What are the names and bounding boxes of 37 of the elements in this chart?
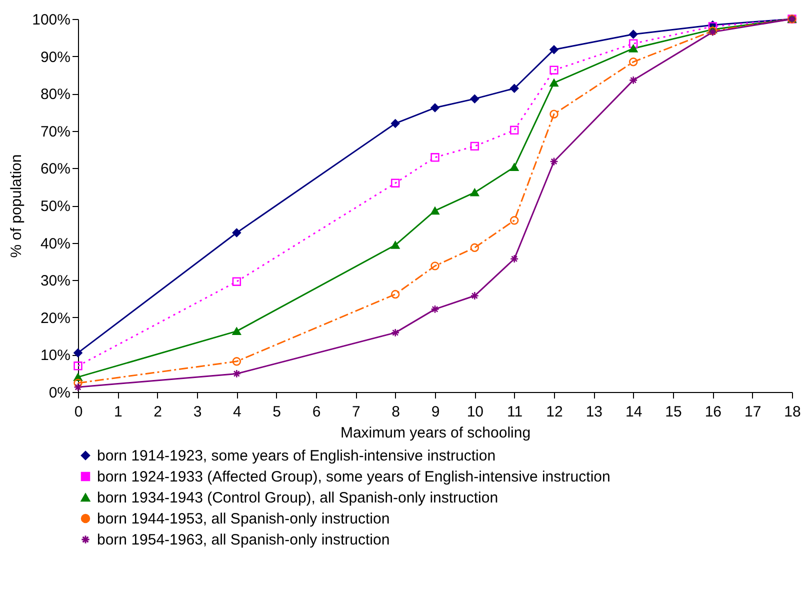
x-tick-label: 13 bbox=[586, 404, 603, 420]
x-tick-label: 12 bbox=[546, 404, 563, 420]
x-tick-label: 1 bbox=[114, 404, 122, 420]
x-tick-label: 17 bbox=[744, 404, 762, 420]
x-tick-label: 10 bbox=[466, 404, 484, 420]
y-tick-label: 90% bbox=[40, 48, 70, 66]
legend-label: born 1924-1933 (Affected Group), some years of English-intensive instruction bbox=[97, 468, 610, 486]
x-tick-label: 8 bbox=[392, 404, 400, 420]
y-tick-label: 40% bbox=[40, 235, 70, 252]
x-tick-label: 6 bbox=[312, 404, 321, 420]
x-tick-label: 16 bbox=[704, 404, 722, 420]
x-tick-label: 2 bbox=[154, 404, 162, 420]
y-tick-label: 70% bbox=[40, 123, 70, 140]
x-axis-title: Maximum years of schooling bbox=[340, 424, 531, 442]
legend-label: born 1914-1923, some years of English-intensive instruction bbox=[97, 448, 496, 464]
y-tick-label: 0% bbox=[48, 384, 70, 402]
x-tick-label: 0 bbox=[74, 404, 83, 420]
y-tick-label: 20% bbox=[40, 310, 70, 327]
y-tick-label: 10% bbox=[40, 347, 70, 364]
x-tick-label: 15 bbox=[665, 404, 682, 420]
x-tick-label: 9 bbox=[431, 404, 440, 420]
y-axis-title: % of population bbox=[8, 154, 26, 258]
x-tick-label: 4 bbox=[232, 404, 242, 420]
y-tick-label: 100% bbox=[32, 12, 70, 28]
x-tick-label: 11 bbox=[507, 404, 523, 420]
x-tick-label: 7 bbox=[352, 404, 360, 420]
x-tick-label: 18 bbox=[784, 404, 801, 420]
legend-label: born 1954-1963, all Spanish-only instruction bbox=[97, 532, 390, 548]
y-tick-label: 80% bbox=[40, 86, 70, 104]
legend-label: born 1934-1943 (Control Group), all Spanish-only instruction bbox=[97, 490, 498, 506]
y-tick-label: 50% bbox=[40, 198, 70, 215]
y-tick-label: 30% bbox=[40, 272, 70, 290]
x-tick-label: 5 bbox=[272, 404, 282, 420]
y-tick-label: 60% bbox=[40, 160, 70, 178]
x-tick-label: 14 bbox=[625, 404, 642, 420]
legend-label: born 1944-1953, all Spanish-only instruction bbox=[97, 510, 390, 528]
x-tick-label: 3 bbox=[193, 404, 202, 420]
